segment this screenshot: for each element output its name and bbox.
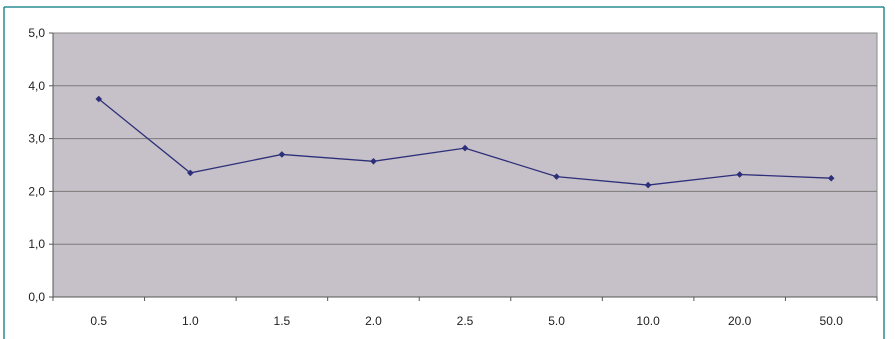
y-tick-labels: 0,0 1,0 2,0 3,0 4,0 5,0 xyxy=(28,26,45,304)
data-point xyxy=(553,173,560,180)
gridlines xyxy=(53,85,877,245)
data-point xyxy=(827,174,835,182)
x-tick-label: 2.0 xyxy=(365,314,382,328)
series xyxy=(95,95,835,189)
y-tick-label: 1,0 xyxy=(28,237,45,251)
data-point xyxy=(278,151,286,158)
x-tick-label: 1.0 xyxy=(182,314,199,328)
y-tick-label: 0,0 xyxy=(28,290,45,304)
x-tick-label: 0.5 xyxy=(90,314,107,328)
x-tick-label: 20.0 xyxy=(728,314,752,328)
y-tick-label: 3,0 xyxy=(28,132,45,146)
y-tick-label: 5,0 xyxy=(28,26,45,40)
data-point xyxy=(187,169,194,177)
x-tick-label: 1.5 xyxy=(274,314,291,328)
y-tick-label: 2,0 xyxy=(28,184,45,198)
data-point xyxy=(461,144,469,152)
x-tick-label: 10.0 xyxy=(636,314,660,328)
data-point xyxy=(370,158,377,165)
data-point xyxy=(95,95,103,103)
plot-area xyxy=(52,32,878,298)
x-tick-label: 50.0 xyxy=(820,314,844,328)
x-tick-label: 5.0 xyxy=(548,314,565,328)
y-tick-label: 4,0 xyxy=(28,79,45,93)
x-tick-labels: 0.5 1.0 1.5 2.0 2.5 5.0 10.0 20.0 50.0 xyxy=(90,314,843,328)
axes xyxy=(49,32,878,301)
data-point xyxy=(736,171,743,178)
x-tick-label: 2.5 xyxy=(457,314,474,328)
data-point xyxy=(644,181,652,189)
